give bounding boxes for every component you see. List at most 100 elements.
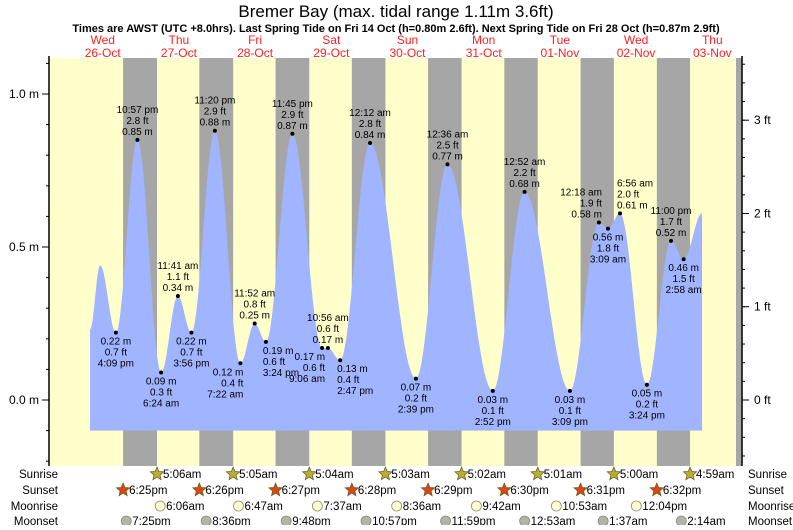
extreme-time: 3:24 pm: [629, 411, 665, 422]
moonrise-row-label-left: Moonrise: [11, 501, 58, 513]
extreme-height-ft: 2.8 ft: [359, 119, 381, 130]
sunrise-row-label-right: Sunrise: [748, 469, 787, 481]
left-tick-label: 0.5 m: [9, 240, 39, 254]
extreme-height-m: 0.22 m: [176, 337, 207, 348]
sunset-icon: [268, 482, 284, 497]
extreme-height-ft: 2.8 ft: [126, 116, 148, 127]
extreme-height-m: 0.87 m: [277, 121, 308, 132]
extreme-point: [596, 220, 601, 225]
moonrise-icon: [391, 500, 403, 512]
extreme-point: [135, 137, 140, 142]
day-label-dow: Tue: [550, 33, 571, 47]
moonset-icon: [440, 515, 451, 527]
day-label-date: 01-Nov: [541, 46, 580, 60]
extreme-height-m: 0.84 m: [355, 130, 386, 141]
extreme-point: [290, 131, 295, 136]
sunrise-icon: [301, 466, 317, 481]
extreme-point: [644, 382, 649, 387]
moonset-time: 10:57pm: [372, 516, 417, 525]
moonset-time: 7:25pm: [132, 516, 170, 525]
sunrise-icon: [225, 466, 241, 481]
sunrise-icon: [377, 466, 393, 481]
extreme-height-ft: 1.1 ft: [167, 272, 189, 283]
tide-area: [90, 130, 703, 431]
moonset-row-label-right: Moonset: [748, 516, 793, 525]
extreme-time: 3:09 pm: [552, 417, 588, 428]
extreme-time: 11:41 am: [157, 261, 198, 272]
day-label-dow: Sun: [397, 33, 418, 47]
moonset-time: 1:37am: [609, 516, 647, 525]
extreme-point: [368, 140, 373, 145]
day-label-date: 27-Oct: [161, 46, 198, 60]
sunrise-time: 5:02am: [468, 469, 506, 481]
extreme-height-m: 0.58 m: [571, 210, 602, 221]
tide-curve: [90, 130, 703, 431]
sunrise-time: 5:04am: [315, 469, 353, 481]
extreme-point: [159, 370, 164, 375]
day-label-dow: Fri: [248, 33, 262, 47]
moonrise-time: 10:53am: [562, 501, 607, 513]
extreme-height-ft: 2.2 ft: [513, 168, 535, 179]
extreme-height-m: 0.19 m: [263, 346, 294, 357]
extreme-time: 12:52 am: [504, 157, 546, 168]
extreme-height-m: 0.68 m: [509, 179, 540, 190]
sunset-icon: [115, 482, 131, 497]
sunrise-icon: [454, 466, 470, 481]
extreme-height-m: 0.77 m: [432, 151, 463, 162]
extreme-height-m: 0.17 m: [313, 335, 344, 346]
extreme-time: 6:56 am: [617, 178, 653, 189]
moonset-time: 9:48pm: [292, 516, 330, 525]
right-tick-label: 2 ft: [754, 206, 771, 220]
moonrise-row-label-right: Moonrise: [748, 501, 793, 513]
moonset-time: 8:36pm: [212, 516, 250, 525]
day-label-dow: Thu: [169, 33, 190, 47]
extreme-point: [175, 293, 180, 298]
sunrise-time: 4:59am: [696, 469, 734, 481]
day-label-dow: Sat: [322, 33, 341, 47]
extreme-height-m: 0.22 m: [101, 337, 132, 348]
extreme-height-ft: 0.1 ft: [559, 406, 581, 417]
sunset-time: 6:30pm: [510, 485, 548, 497]
day-label-date: 30-Oct: [389, 46, 426, 60]
day-label-dow: Thu: [702, 33, 723, 47]
sunset-icon: [420, 482, 436, 497]
extreme-height-ft: 0.6 ft: [317, 324, 339, 335]
extreme-height-ft: 0.4 ft: [337, 375, 359, 386]
sunrise-time: 5:00am: [620, 469, 658, 481]
moonrise-time: 6:47am: [245, 501, 283, 513]
day-label-dow: Wed: [624, 33, 648, 47]
sunrise-time: 5:01am: [544, 469, 582, 481]
day-label-date: 29-Oct: [313, 46, 350, 60]
extreme-time: 10:57 pm: [117, 105, 159, 116]
extreme-time: 12:36 am: [427, 129, 469, 140]
left-tick-label: 1.0 m: [9, 87, 39, 101]
extreme-height-ft: 0.4 ft: [221, 378, 243, 389]
extreme-height-m: 0.52 m: [656, 228, 687, 239]
moonset-time: 12:53am: [531, 516, 576, 525]
extreme-point: [567, 388, 572, 393]
sunset-time: 6:32pm: [663, 485, 701, 497]
sunset-time: 6:29pm: [434, 485, 472, 497]
day-label-date: 28-Oct: [237, 46, 274, 60]
moonset-icon: [280, 515, 292, 527]
extreme-time: 4:09 pm: [98, 359, 134, 370]
night-band: [736, 58, 742, 466]
left-tick-label: 0.0 m: [9, 393, 39, 407]
extreme-time: 3:56 pm: [173, 359, 209, 370]
extreme-point: [681, 257, 686, 262]
extreme-height-m: 0.46 m: [668, 263, 699, 274]
extreme-time: 7:22 am: [207, 389, 243, 400]
extreme-point: [338, 358, 343, 363]
extreme-height-ft: 2.9 ft: [204, 107, 226, 118]
extreme-point: [113, 330, 118, 335]
day-label-date: 31-Oct: [466, 46, 503, 60]
extreme-time: 3:09 am: [590, 255, 626, 266]
sunset-time: 6:31pm: [587, 485, 625, 497]
moonset-time: 11:59pm: [452, 516, 496, 525]
moonset-icon: [120, 515, 132, 527]
extreme-height-m: 0.17 m: [295, 352, 326, 363]
extreme-height-ft: 0.3 ft: [150, 387, 172, 398]
right-tick-label: 0 ft: [754, 393, 771, 407]
moonset-time: 2:14am: [687, 516, 725, 525]
